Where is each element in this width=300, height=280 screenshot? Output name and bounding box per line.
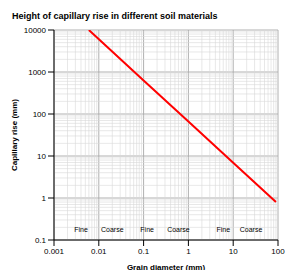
svg-text:0.1: 0.1 [138,247,150,256]
svg-text:1000: 1000 [28,68,46,77]
svg-text:10000: 10000 [24,26,47,35]
svg-text:Fine: Fine [74,226,88,233]
svg-text:10: 10 [37,152,46,161]
svg-text:Coarse: Coarse [240,226,263,233]
svg-text:Capillary rise (mm): Capillary rise (mm) [10,99,19,171]
svg-text:0.001: 0.001 [44,247,65,256]
svg-text:100: 100 [33,110,47,119]
svg-text:0.01: 0.01 [91,247,107,256]
html-text:Height of capillary rise in di: Height of capillary rise in different so… [12,11,218,21]
svg-text:Coarse: Coarse [101,226,124,233]
svg-text:100: 100 [271,247,285,256]
svg-text:Fine: Fine [140,226,154,233]
svg-text:1: 1 [42,194,47,203]
svg-text:Grain diameter (mm): Grain diameter (mm) [127,263,206,270]
svg-text:0.1: 0.1 [35,236,47,245]
svg-text:Fine: Fine [216,226,230,233]
svg-text:1: 1 [186,247,191,256]
svg-text:10: 10 [229,247,238,256]
svg-text:Coarse: Coarse [167,226,190,233]
